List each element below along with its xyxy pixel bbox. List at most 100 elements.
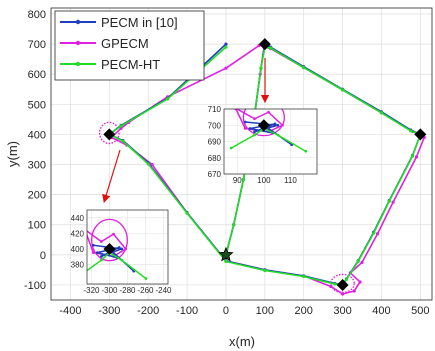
series-point (391, 200, 395, 204)
series-point (352, 289, 356, 293)
inset-y-tick-label: 690 (208, 138, 222, 147)
inset-series-point (100, 254, 103, 258)
series-point (379, 111, 384, 115)
inset-series-point (276, 123, 280, 127)
y-axis-label: y(m) (5, 141, 20, 167)
series-point (356, 259, 360, 264)
inset-arrow-left (102, 149, 121, 204)
series-point (224, 42, 228, 46)
y-tick-label: 200 (28, 190, 46, 202)
legend-marker (75, 19, 81, 25)
x-tick-label: 500 (411, 305, 429, 317)
x-tick-label: 400 (372, 305, 390, 317)
inset-y-tick-label: 380 (71, 261, 85, 270)
series-point (119, 124, 123, 128)
waypoint-diamond (336, 278, 349, 291)
series-point (232, 223, 236, 227)
start-star (218, 246, 234, 262)
inset-x-tick-label: -260 (137, 286, 154, 295)
inset-x-tick-label: 100 (257, 176, 271, 185)
series-point (302, 274, 306, 279)
y-tick-label: 500 (28, 99, 46, 111)
series-point (269, 46, 273, 50)
series-point (241, 177, 246, 182)
inset-series-point (253, 133, 256, 137)
plot-frame (50, 7, 433, 301)
x-tick-label: 300 (333, 305, 351, 317)
series-point (150, 162, 154, 167)
inset-y-tick-label: 710 (208, 105, 222, 114)
inset-series-point (91, 251, 95, 255)
series-point (146, 162, 150, 166)
inset-series-point (253, 117, 256, 121)
series-point (340, 292, 345, 296)
inset-series-point (276, 133, 280, 137)
inset-y-tick-label: 700 (208, 121, 222, 130)
x-tick-label: -200 (137, 305, 159, 317)
inset-frame (223, 108, 318, 175)
y-tick-label: 100 (28, 220, 46, 232)
x-tick-labels: -400 -300 -200 -100 0 100 200 300 400 500 (59, 305, 429, 317)
waypoint-markers (103, 38, 427, 291)
series-point (414, 155, 419, 159)
inset-waypoint (103, 242, 116, 255)
series-point (121, 139, 125, 143)
inset-waypoint (257, 119, 270, 132)
y-tick-label: -100 (24, 280, 46, 292)
y-tick-label: 700 (28, 39, 46, 51)
series-point (224, 259, 228, 264)
series-point (224, 45, 228, 49)
legend-label: PECM in [10] (101, 15, 178, 30)
inset-frame (86, 209, 169, 285)
waypoint-diamond (258, 38, 271, 51)
inset-series-gpecm (234, 109, 285, 137)
inset-series-point (100, 240, 103, 243)
inset-x-tick-label: -300 (101, 286, 118, 295)
inset-series-point (253, 130, 256, 134)
inset-series-loop (242, 109, 285, 137)
inset-series-point (95, 251, 99, 255)
series-loop (98, 121, 120, 145)
series-point (344, 277, 349, 282)
inset-series-point (120, 247, 124, 251)
x-axis-label: x(m) (229, 334, 255, 349)
series-point (263, 268, 267, 273)
inset-x-tick-label: -280 (119, 286, 136, 295)
inset-x-tick-label: -240 (155, 286, 172, 295)
inset-series-point (248, 127, 252, 130)
inset-series-point (91, 243, 95, 247)
inset-series-gpecm (87, 218, 128, 262)
legend: PECM in [10] GPECM PECM-HT (54, 10, 205, 81)
x-tick-label: 100 (256, 305, 274, 317)
y-tick-label: 600 (28, 69, 46, 81)
inset-series-point (112, 232, 115, 236)
series-point (333, 282, 337, 286)
series-point (340, 88, 345, 92)
series-point (329, 284, 333, 289)
x-tick-label: -100 (176, 305, 198, 317)
waypoint-diamond (103, 242, 116, 255)
inset-series-point (117, 246, 121, 249)
series-point (409, 129, 413, 133)
inset-series-point (120, 258, 124, 262)
x-tick-label: -300 (98, 305, 120, 317)
series-point (360, 260, 364, 264)
series-point (185, 211, 189, 215)
inset-zoom-left: -320 -300 -280 -260 -240 380 400 420 440 (71, 209, 172, 295)
y-tick-label: 800 (28, 9, 46, 21)
x-tick-label: -400 (59, 305, 81, 317)
inset-y-tick-label: 420 (71, 229, 85, 238)
inset-x-tick-label: 110 (284, 176, 297, 185)
legend-label: GPECM (101, 36, 149, 51)
series-point (372, 231, 376, 235)
x-tick-label: 0 (223, 305, 229, 317)
y-tick-label: 0 (40, 250, 46, 262)
inset-series-point (100, 258, 103, 262)
series-point (259, 66, 263, 70)
inset-y-tick-label: 440 (71, 214, 85, 223)
inset-series-point (273, 122, 277, 126)
inset-series-point (243, 120, 247, 124)
waypoint-diamond (414, 128, 427, 141)
legend-marker (75, 61, 81, 67)
